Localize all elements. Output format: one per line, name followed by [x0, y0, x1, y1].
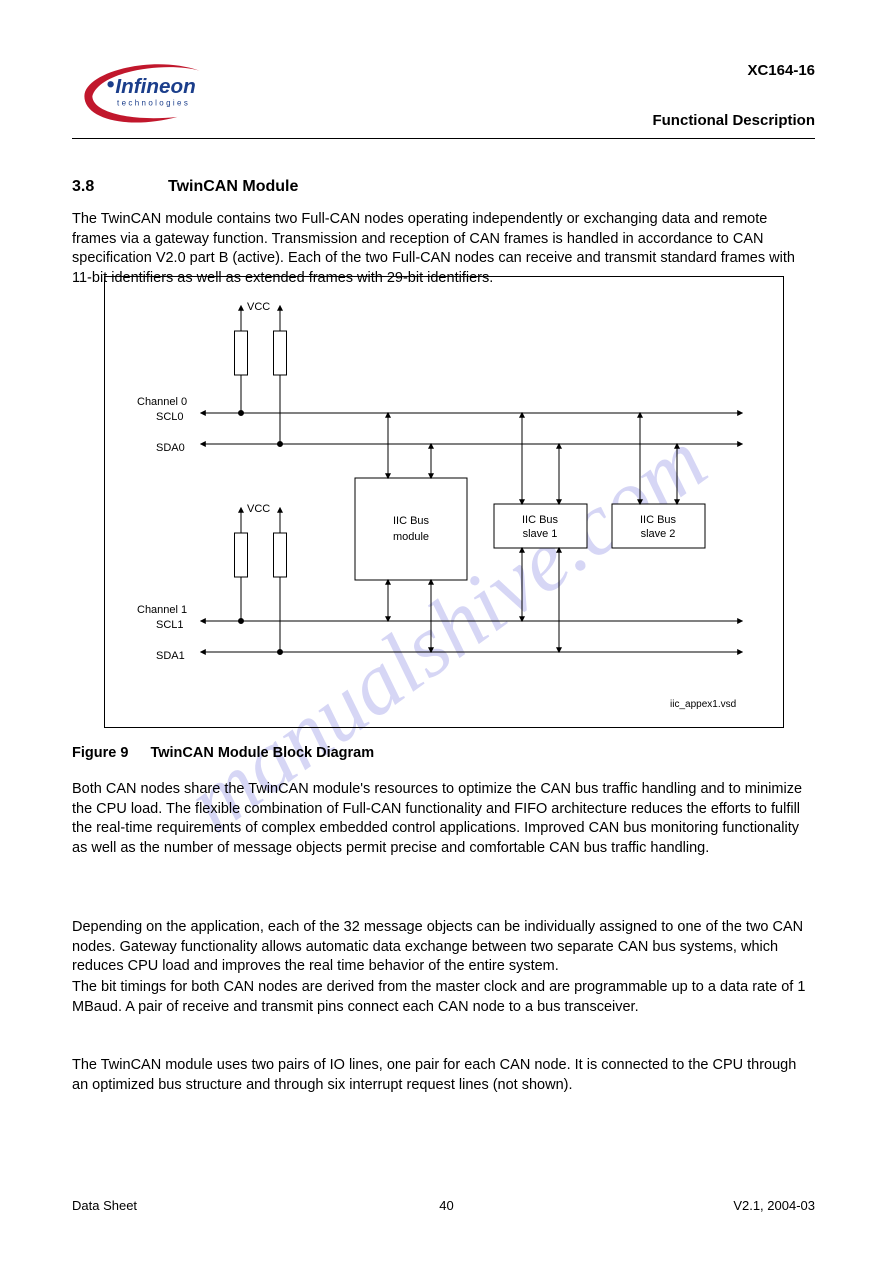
pullup-b2-res — [274, 533, 287, 577]
paragraph-4: The bit timings for both CAN nodes are d… — [72, 978, 815, 1017]
pullup-b1-res — [235, 533, 248, 577]
ch0-label: Channel 0 — [137, 396, 187, 408]
figure-svg: VCC VCC Channel 0 SCL0 SDA0 Channel 1 SC… — [105, 277, 785, 729]
paragraph-3: Depending on the application, each of th… — [72, 918, 815, 977]
node-dot — [239, 619, 244, 624]
vcc-b-label: VCC — [247, 503, 270, 515]
pullup-a1-res — [235, 331, 248, 375]
figure-code-label: iic_appex1.vsd — [670, 699, 736, 710]
sda1-label: SDA1 — [156, 650, 185, 662]
logo-sub-text: technologies — [117, 99, 190, 108]
hub-box — [355, 478, 467, 580]
slave2-label-1: IIC Bus — [640, 514, 677, 526]
section-title: TwinCAN Module — [168, 178, 298, 196]
hub-label-2: module — [393, 531, 429, 543]
slave1-box — [494, 504, 587, 548]
figure-caption-number: Figure 9 — [72, 745, 128, 761]
figure-caption-text: TwinCAN Module Block Diagram — [150, 745, 374, 761]
infineon-logo-icon: Infineon technologies — [72, 58, 232, 128]
node-dot — [278, 650, 283, 655]
slave1-label-1: IIC Bus — [522, 514, 559, 526]
section-number: 3.8 — [72, 178, 94, 196]
header-rule — [72, 138, 815, 139]
node-dot — [278, 442, 283, 447]
paragraph-2: Both CAN nodes share the TwinCAN module'… — [72, 780, 815, 858]
figure-diagram-box: VCC VCC Channel 0 SCL0 SDA0 Channel 1 SC… — [104, 276, 784, 728]
node-dot — [239, 411, 244, 416]
page-root: manualshive.com Infineon technologies XC… — [0, 0, 893, 1263]
figure-caption: Figure 9 TwinCAN Module Block Diagram — [72, 744, 815, 764]
sda0-label: SDA0 — [156, 442, 185, 454]
vcc-a-label: VCC — [247, 301, 270, 313]
ch1-label: Channel 1 — [137, 604, 187, 616]
logo-main-text: Infineon — [115, 75, 195, 98]
slave2-label-2: slave 2 — [641, 528, 676, 540]
hub-label-1: IIC Bus — [393, 515, 430, 527]
slave1-label-2: slave 1 — [523, 528, 558, 540]
footer-right: V2.1, 2004-03 — [733, 1198, 815, 1213]
paragraph-5: The TwinCAN module uses two pairs of IO … — [72, 1056, 815, 1095]
pullup-a2-res — [274, 331, 287, 375]
header-subtitle: Functional Description — [652, 112, 815, 129]
scl1-label: SCL1 — [156, 619, 184, 631]
brand-logo: Infineon technologies — [72, 58, 232, 128]
header-product: XC164-16 — [747, 62, 815, 79]
slave2-box — [612, 504, 705, 548]
scl0-label: SCL0 — [156, 411, 184, 423]
